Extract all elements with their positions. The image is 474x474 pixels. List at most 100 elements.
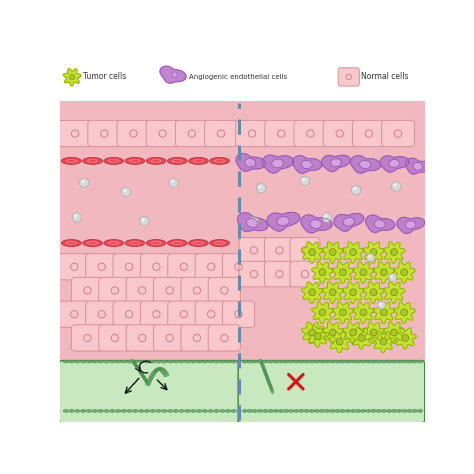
Polygon shape [262,155,293,173]
Circle shape [147,383,149,384]
Polygon shape [160,66,186,83]
Ellipse shape [196,360,202,363]
Ellipse shape [82,239,102,246]
Ellipse shape [131,359,136,364]
Ellipse shape [144,410,150,412]
Circle shape [401,309,408,316]
FancyBboxPatch shape [146,120,179,146]
Circle shape [210,361,211,362]
Ellipse shape [350,360,356,363]
Circle shape [210,410,211,411]
Bar [61,100,425,367]
Circle shape [327,410,328,411]
Polygon shape [322,282,344,303]
Ellipse shape [144,360,150,363]
Circle shape [249,410,251,411]
Ellipse shape [270,386,273,392]
Ellipse shape [156,360,161,363]
Ellipse shape [86,410,92,412]
Ellipse shape [140,372,144,377]
Circle shape [399,410,400,411]
Ellipse shape [265,374,269,380]
Polygon shape [351,155,381,173]
Ellipse shape [417,410,423,412]
Ellipse shape [127,360,132,363]
Ellipse shape [402,410,407,412]
Ellipse shape [371,360,376,363]
Circle shape [336,338,343,345]
FancyBboxPatch shape [113,254,145,280]
Ellipse shape [219,360,225,363]
Polygon shape [383,282,405,303]
Ellipse shape [214,360,219,363]
Ellipse shape [86,360,92,363]
Circle shape [129,410,130,411]
Ellipse shape [389,159,400,167]
Ellipse shape [162,410,167,412]
Circle shape [363,361,364,362]
Circle shape [267,378,268,380]
Ellipse shape [75,360,80,363]
Ellipse shape [371,410,376,412]
Ellipse shape [407,410,412,412]
Circle shape [419,410,420,411]
Circle shape [135,410,136,411]
Ellipse shape [189,157,208,164]
Ellipse shape [167,410,173,412]
Ellipse shape [153,369,158,373]
Ellipse shape [262,366,265,371]
Circle shape [204,361,206,362]
Ellipse shape [359,160,371,169]
Circle shape [249,216,259,226]
Ellipse shape [202,360,208,363]
Ellipse shape [146,380,152,383]
Circle shape [260,361,261,362]
FancyBboxPatch shape [154,325,186,351]
FancyBboxPatch shape [113,301,145,328]
Circle shape [357,361,359,362]
Ellipse shape [264,369,267,374]
Ellipse shape [145,379,148,383]
Ellipse shape [376,360,382,363]
Ellipse shape [146,239,166,246]
Circle shape [244,361,246,362]
Ellipse shape [167,360,173,363]
Circle shape [164,361,165,362]
Circle shape [154,372,155,373]
FancyBboxPatch shape [59,361,238,423]
Ellipse shape [356,410,361,412]
Text: Angiogenic endothelial cells: Angiogenic endothelial cells [189,74,287,80]
Circle shape [129,361,130,362]
Circle shape [251,219,254,221]
Circle shape [300,176,310,186]
Polygon shape [322,242,344,264]
Circle shape [139,370,140,372]
Ellipse shape [413,163,423,170]
Circle shape [306,410,307,411]
Ellipse shape [142,374,146,379]
Circle shape [77,361,78,362]
Circle shape [393,361,395,362]
Ellipse shape [150,374,155,377]
Circle shape [324,215,327,218]
Circle shape [140,373,142,374]
Circle shape [270,385,271,386]
FancyBboxPatch shape [294,120,327,146]
Circle shape [100,410,101,411]
Circle shape [134,362,135,364]
Polygon shape [237,213,268,231]
Ellipse shape [98,360,103,363]
Circle shape [360,309,367,316]
Circle shape [368,255,371,258]
Ellipse shape [356,360,361,363]
Ellipse shape [146,381,150,386]
Ellipse shape [381,360,387,363]
Circle shape [147,383,149,384]
Circle shape [265,373,266,374]
Circle shape [414,410,416,411]
Ellipse shape [273,410,278,412]
Ellipse shape [252,360,258,363]
Ellipse shape [191,410,196,412]
Ellipse shape [162,370,167,374]
Circle shape [148,381,150,382]
